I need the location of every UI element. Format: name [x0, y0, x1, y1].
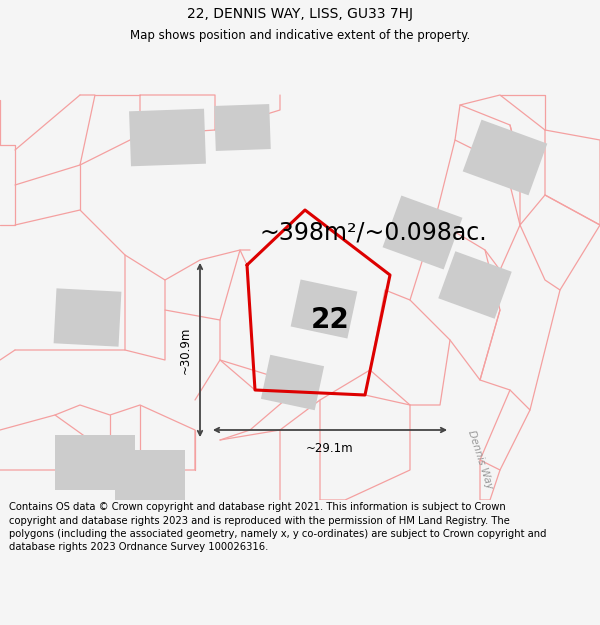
Text: 22: 22 — [311, 306, 349, 334]
Polygon shape — [53, 288, 121, 347]
Text: ~29.1m: ~29.1m — [306, 442, 354, 455]
Text: Dennis Way: Dennis Way — [466, 429, 494, 491]
Text: ~398m²/~0.098ac.: ~398m²/~0.098ac. — [260, 221, 488, 245]
Polygon shape — [290, 279, 358, 339]
Polygon shape — [55, 435, 135, 490]
Text: ~30.9m: ~30.9m — [179, 326, 192, 374]
Text: Contains OS data © Crown copyright and database right 2021. This information is : Contains OS data © Crown copyright and d… — [9, 503, 547, 552]
Polygon shape — [438, 251, 512, 319]
Polygon shape — [129, 109, 206, 166]
Polygon shape — [214, 104, 271, 151]
Polygon shape — [261, 355, 324, 410]
Polygon shape — [383, 196, 463, 269]
Polygon shape — [115, 450, 185, 505]
Text: 22, DENNIS WAY, LISS, GU33 7HJ: 22, DENNIS WAY, LISS, GU33 7HJ — [187, 7, 413, 21]
Polygon shape — [463, 120, 547, 195]
Text: Map shows position and indicative extent of the property.: Map shows position and indicative extent… — [130, 29, 470, 42]
